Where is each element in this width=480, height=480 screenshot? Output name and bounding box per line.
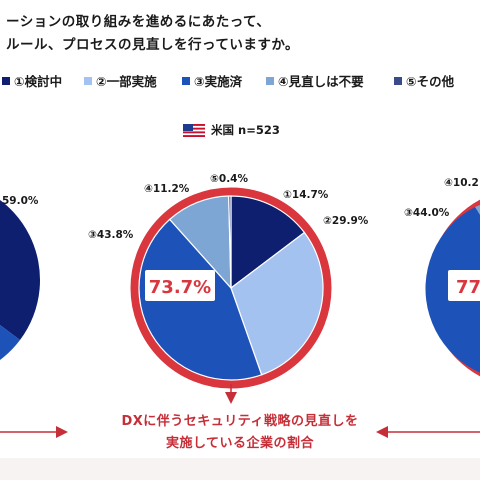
- legend-label-1: ①検討中: [14, 74, 63, 89]
- right-label-3: ③44.0%: [404, 207, 450, 219]
- center-pie-slice-2: [230, 231, 324, 376]
- center-label-5: ⑤0.4%: [210, 173, 248, 185]
- center-pie-slice-5: [228, 195, 232, 289]
- bottom-strip: [0, 458, 480, 480]
- legend-item-5: ⑤その他: [394, 71, 454, 90]
- right-pie: [425, 199, 480, 377]
- legend-swatch-3: [182, 76, 190, 85]
- center-label-4: ④11.2%: [144, 183, 190, 195]
- us-flag-icon: [183, 123, 205, 137]
- center-pie-slice-4: [168, 195, 232, 290]
- country-label-text: 米国 n=523: [211, 123, 280, 137]
- center-label-1: ①14.7%: [283, 189, 329, 201]
- legend-label-3: ③実施済: [194, 74, 243, 89]
- left-pie-slice: [0, 200, 40, 340]
- center-highlight-value: 73.7%: [149, 277, 211, 298]
- center-pie-slice-1: [230, 195, 306, 290]
- legend-item-2: ②一部実施: [84, 71, 157, 90]
- legend-swatch-4: [266, 76, 274, 85]
- legend-item-1: ①検討中: [2, 71, 62, 90]
- legend-swatch-2: [84, 76, 92, 85]
- legend-label-2: ②一部実施: [96, 74, 157, 89]
- chart-title-line-2: ルール、プロセスの見直しを行っていますか。: [6, 37, 300, 53]
- center-label-3: ③43.8%: [88, 229, 134, 241]
- footnote-line-2: 実施している企業の割合: [165, 436, 315, 451]
- legend-label-4: ④見直しは不要: [278, 74, 364, 89]
- legend-item-3: ③実施済: [182, 71, 242, 90]
- legend-swatch-1: [2, 76, 10, 85]
- legend-label-5: ⑤その他: [406, 74, 455, 89]
- legend-item-4: ④見直しは不要: [266, 71, 364, 90]
- center-label-2: ②29.9%: [323, 215, 369, 227]
- center-highlight-box: [145, 270, 215, 301]
- country-label: 米国 n=523: [183, 122, 280, 138]
- left-pie: [0, 200, 40, 360]
- left-pie-slice-2: [0, 325, 20, 360]
- right-highlight-value: 77: [456, 277, 480, 298]
- left-pie-label: 59.0%: [2, 195, 39, 207]
- legend: ①検討中 ②一部実施 ③実施済 ④見直しは不要 ⑤その他: [0, 71, 480, 91]
- right-label-4: ④10.2: [444, 177, 479, 189]
- chart-title-line-1: ーションの取り組みを進めるにあたって、: [6, 14, 271, 30]
- footnote-line-1: DXに伴うセキュリティ戦略の見直しを: [121, 414, 359, 429]
- legend-swatch-5: [394, 76, 402, 85]
- right-highlight-box: [448, 270, 480, 301]
- right-pie-slice-light: [475, 205, 480, 215]
